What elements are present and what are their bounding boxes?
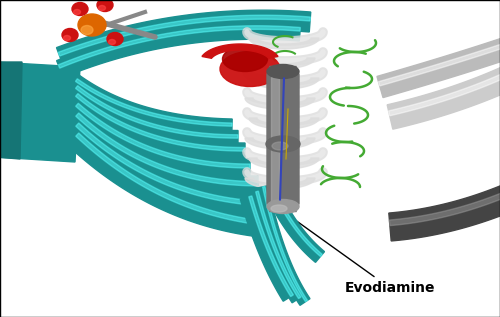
Ellipse shape	[72, 3, 88, 16]
Polygon shape	[202, 44, 278, 58]
Polygon shape	[377, 36, 500, 98]
Polygon shape	[0, 62, 80, 162]
Ellipse shape	[271, 205, 287, 212]
Polygon shape	[76, 79, 232, 126]
Polygon shape	[68, 109, 258, 198]
Polygon shape	[70, 82, 238, 147]
Polygon shape	[76, 113, 258, 186]
Ellipse shape	[108, 40, 116, 44]
Ellipse shape	[81, 25, 93, 35]
Polygon shape	[0, 62, 22, 159]
Polygon shape	[76, 94, 245, 151]
Ellipse shape	[272, 142, 288, 150]
Polygon shape	[245, 138, 315, 149]
Polygon shape	[256, 186, 310, 305]
Ellipse shape	[267, 64, 299, 79]
Polygon shape	[262, 186, 308, 302]
Polygon shape	[68, 100, 250, 179]
Polygon shape	[271, 76, 279, 202]
Polygon shape	[389, 184, 500, 241]
Polygon shape	[248, 190, 304, 303]
Polygon shape	[56, 10, 310, 66]
Polygon shape	[267, 67, 299, 211]
Ellipse shape	[78, 14, 106, 36]
Polygon shape	[249, 196, 294, 297]
Ellipse shape	[222, 47, 268, 72]
Polygon shape	[249, 118, 319, 129]
Ellipse shape	[266, 136, 300, 152]
Polygon shape	[58, 26, 300, 68]
Polygon shape	[76, 103, 250, 168]
Polygon shape	[76, 133, 270, 226]
Polygon shape	[56, 21, 300, 77]
Polygon shape	[264, 184, 324, 262]
Polygon shape	[249, 78, 319, 89]
Ellipse shape	[267, 199, 299, 214]
Polygon shape	[388, 71, 500, 116]
Polygon shape	[68, 129, 271, 238]
Polygon shape	[245, 178, 315, 189]
Ellipse shape	[64, 36, 70, 41]
Text: Evodiamine: Evodiamine	[288, 215, 435, 295]
Ellipse shape	[62, 29, 78, 42]
Polygon shape	[390, 191, 500, 226]
Polygon shape	[70, 75, 232, 135]
Ellipse shape	[220, 51, 280, 87]
Ellipse shape	[97, 0, 113, 11]
Polygon shape	[240, 195, 297, 301]
Ellipse shape	[98, 5, 105, 10]
Polygon shape	[76, 86, 238, 138]
Polygon shape	[270, 185, 322, 256]
Polygon shape	[245, 98, 315, 109]
Polygon shape	[249, 158, 319, 169]
Polygon shape	[378, 42, 500, 86]
Polygon shape	[256, 191, 301, 299]
Polygon shape	[58, 15, 310, 56]
Polygon shape	[245, 58, 315, 69]
Polygon shape	[69, 90, 245, 161]
Polygon shape	[387, 66, 500, 129]
Polygon shape	[68, 119, 266, 218]
Polygon shape	[249, 38, 319, 49]
Polygon shape	[76, 123, 266, 206]
Ellipse shape	[107, 33, 123, 46]
Ellipse shape	[74, 10, 80, 15]
